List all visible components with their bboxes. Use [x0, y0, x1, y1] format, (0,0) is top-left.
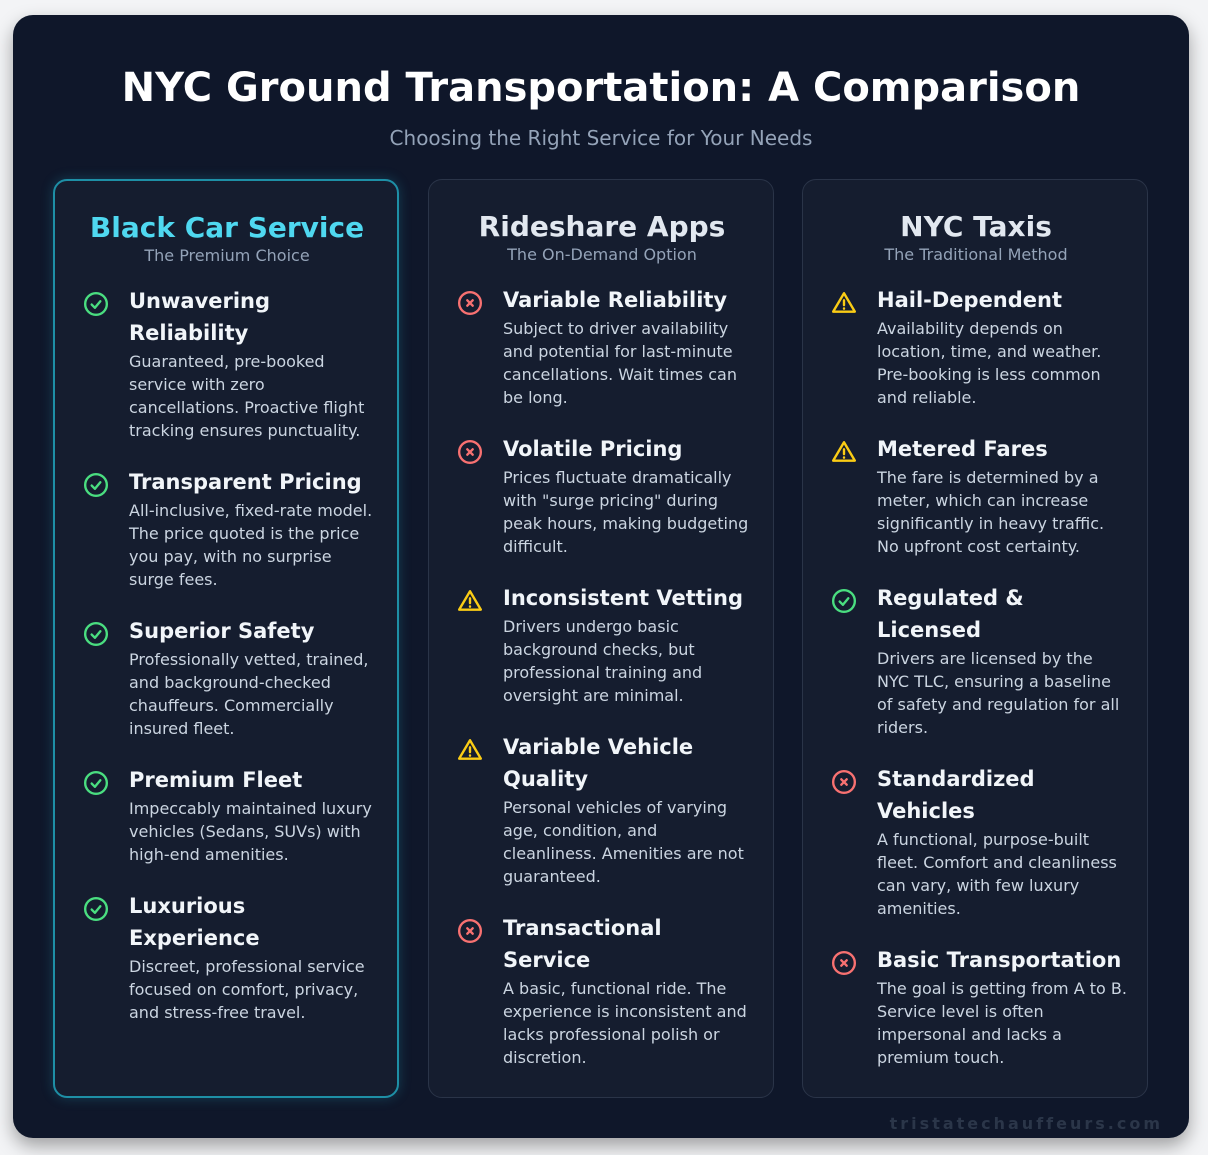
item-description: Availability depends on location, time, … — [877, 319, 1102, 407]
check-circle-icon — [83, 764, 129, 866]
item-description: Drivers are licensed by the NYC TLC, ens… — [877, 649, 1120, 737]
card-title: NYC Taxis — [900, 210, 1052, 243]
x-circle-icon — [457, 912, 503, 1069]
list-item: Transactional Service A basic, functiona… — [457, 912, 759, 1069]
list-item: Transparent Pricing All-inclusive, fixed… — [83, 466, 383, 591]
item-title: Basic Transportation — [877, 948, 1122, 972]
page-title: NYC Ground Transportation: A Comparison — [121, 65, 1081, 111]
infographic: NYC Ground Transportation: A Comparison … — [13, 15, 1189, 1138]
item-title: Regulated & Licensed — [877, 586, 1024, 642]
warning-icon — [457, 731, 503, 888]
item-title: Variable Vehicle Quality — [503, 735, 694, 791]
card-subtitle: The On-Demand Option — [507, 245, 697, 264]
x-circle-icon — [831, 944, 877, 1069]
list-item: Luxurious Experience Discreet, professio… — [83, 890, 383, 1024]
check-circle-icon — [83, 466, 129, 591]
item-description: Discreet, professional service focused o… — [129, 957, 365, 1022]
list-item: Superior Safety Professionally vetted, t… — [83, 615, 383, 740]
item-description: Professionally vetted, trained, and back… — [129, 650, 369, 738]
item-description: Prices fluctuate dramatically with "surg… — [503, 468, 749, 556]
card-title: Rideshare Apps — [478, 210, 726, 243]
list-item: Basic Transportation The goal is getting… — [831, 944, 1133, 1069]
item-description: The goal is getting from A to B. Service… — [877, 979, 1127, 1067]
list-item: Unwavering Reliability Guaranteed, pre-b… — [83, 285, 383, 442]
item-description: A functional, purpose-built fleet. Comfo… — [877, 830, 1117, 918]
item-description: The fare is determined by a meter, which… — [877, 468, 1105, 556]
card-rideshare-apps: Rideshare Apps The On-Demand Option Vari… — [428, 179, 774, 1098]
item-title: Metered Fares — [877, 437, 1048, 461]
item-title: Transactional Service — [503, 916, 662, 972]
item-description: Personal vehicles of varying age, condit… — [503, 798, 744, 886]
card-subtitle: The Premium Choice — [144, 246, 310, 265]
warning-icon — [831, 433, 877, 558]
warning-icon — [457, 582, 503, 707]
item-description: Subject to driver availability and poten… — [503, 319, 737, 407]
item-description: Drivers undergo basic background checks,… — [503, 617, 703, 705]
item-title: Variable Reliability — [503, 288, 728, 312]
item-title: Transparent Pricing — [129, 470, 362, 494]
list-item: Volatile Pricing Prices fluctuate dramat… — [457, 433, 759, 558]
card-black-car-service: Black Car Service The Premium Choice Unw… — [53, 179, 399, 1098]
item-description: A basic, functional ride. The experience… — [503, 979, 747, 1067]
list-item: Variable Reliability Subject to driver a… — [457, 284, 759, 409]
check-circle-icon — [831, 582, 877, 739]
card-title: Black Car Service — [89, 211, 365, 244]
list-item: Premium Fleet Impeccably maintained luxu… — [83, 764, 383, 866]
card-nyc-taxis: NYC Taxis The Traditional Method Hail-De… — [802, 179, 1148, 1098]
x-circle-icon — [831, 763, 877, 920]
x-circle-icon — [457, 284, 503, 409]
x-circle-icon — [457, 433, 503, 558]
warning-icon — [831, 284, 877, 409]
item-title: Luxurious Experience — [129, 894, 260, 950]
item-title: Superior Safety — [129, 619, 315, 643]
item-title: Inconsistent Vetting — [503, 586, 743, 610]
list-item: Variable Vehicle Quality Personal vehicl… — [457, 731, 759, 888]
check-circle-icon — [83, 615, 129, 740]
item-description: Impeccably maintained luxury vehicles (S… — [129, 799, 372, 864]
list-item: Inconsistent Vetting Drivers undergo bas… — [457, 582, 759, 707]
item-description: Guaranteed, pre-booked service with zero… — [129, 352, 365, 440]
item-title: Unwavering Reliability — [129, 289, 271, 345]
list-item: Standardized Vehicles A functional, purp… — [831, 763, 1133, 920]
watermark: tristatechauffeurs.com — [889, 1114, 1163, 1133]
list-item: Regulated & Licensed Drivers are license… — [831, 582, 1133, 739]
page-subtitle: Choosing the Right Service for Your Need… — [389, 126, 813, 150]
item-title: Premium Fleet — [129, 768, 303, 792]
card-subtitle: The Traditional Method — [884, 245, 1068, 264]
list-item: Hail-Dependent Availability depends on l… — [831, 284, 1133, 409]
list-item: Metered Fares The fare is determined by … — [831, 433, 1133, 558]
item-title: Volatile Pricing — [503, 437, 683, 461]
check-circle-icon — [83, 285, 129, 442]
item-title: Hail-Dependent — [877, 288, 1063, 312]
item-title: Standardized Vehicles — [877, 767, 1035, 823]
item-description: All-inclusive, fixed-rate model. The pri… — [129, 501, 373, 589]
check-circle-icon — [83, 890, 129, 1024]
